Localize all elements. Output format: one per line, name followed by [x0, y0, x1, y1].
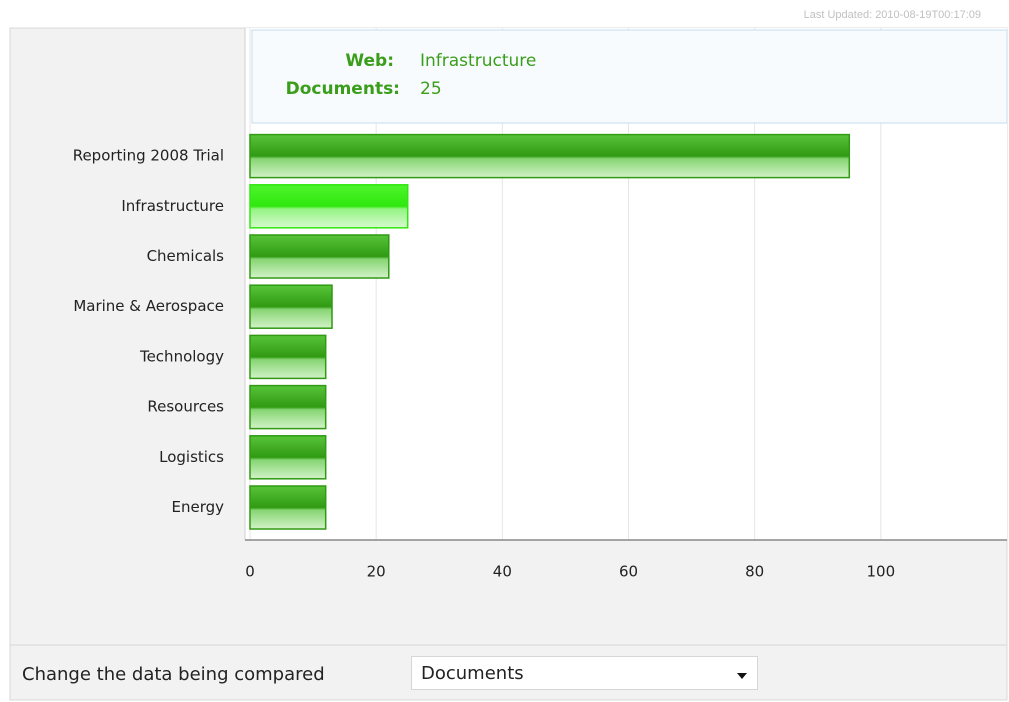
- tooltip-label: Web:: [345, 51, 394, 71]
- y-tick-label: Marine & Aerospace: [73, 297, 224, 315]
- last-updated: Last Updated: 2010-08-19T00:17:09: [803, 9, 981, 21]
- bar: [249, 435, 327, 480]
- x-tick-label: 80: [745, 563, 764, 581]
- x-tick-label: 100: [867, 563, 896, 581]
- bar: [249, 485, 327, 530]
- y-tick-label: Resources: [147, 398, 224, 416]
- tooltip-label: Documents:: [286, 79, 400, 99]
- y-tick-label: Logistics: [159, 448, 224, 466]
- x-tick-label: 0: [245, 563, 255, 581]
- tooltip-value: Infrastructure: [420, 51, 536, 71]
- y-tick-label: Reporting 2008 Trial: [73, 147, 224, 165]
- y-tick-label: Energy: [171, 498, 224, 516]
- x-tick-label: 40: [493, 563, 512, 581]
- tooltip-value: 25: [420, 79, 442, 99]
- tooltip: [251, 29, 1008, 124]
- bar: [249, 133, 851, 179]
- selected-option: Documents: [421, 663, 524, 684]
- bar: [249, 284, 333, 329]
- y-tick-label: Technology: [139, 347, 224, 365]
- data-select[interactable]: Documents: [411, 656, 758, 690]
- control-label: Change the data being compared: [22, 664, 325, 685]
- x-tick-label: 20: [367, 563, 386, 581]
- bar: [249, 334, 327, 380]
- bar: [249, 234, 390, 279]
- bar: [249, 384, 327, 430]
- bar: [249, 184, 409, 229]
- dropdown-arrow: [737, 673, 747, 679]
- x-tick-label: 60: [619, 563, 638, 581]
- y-tick-label: Chemicals: [147, 247, 225, 265]
- y-tick-label: Infrastructure: [121, 197, 224, 215]
